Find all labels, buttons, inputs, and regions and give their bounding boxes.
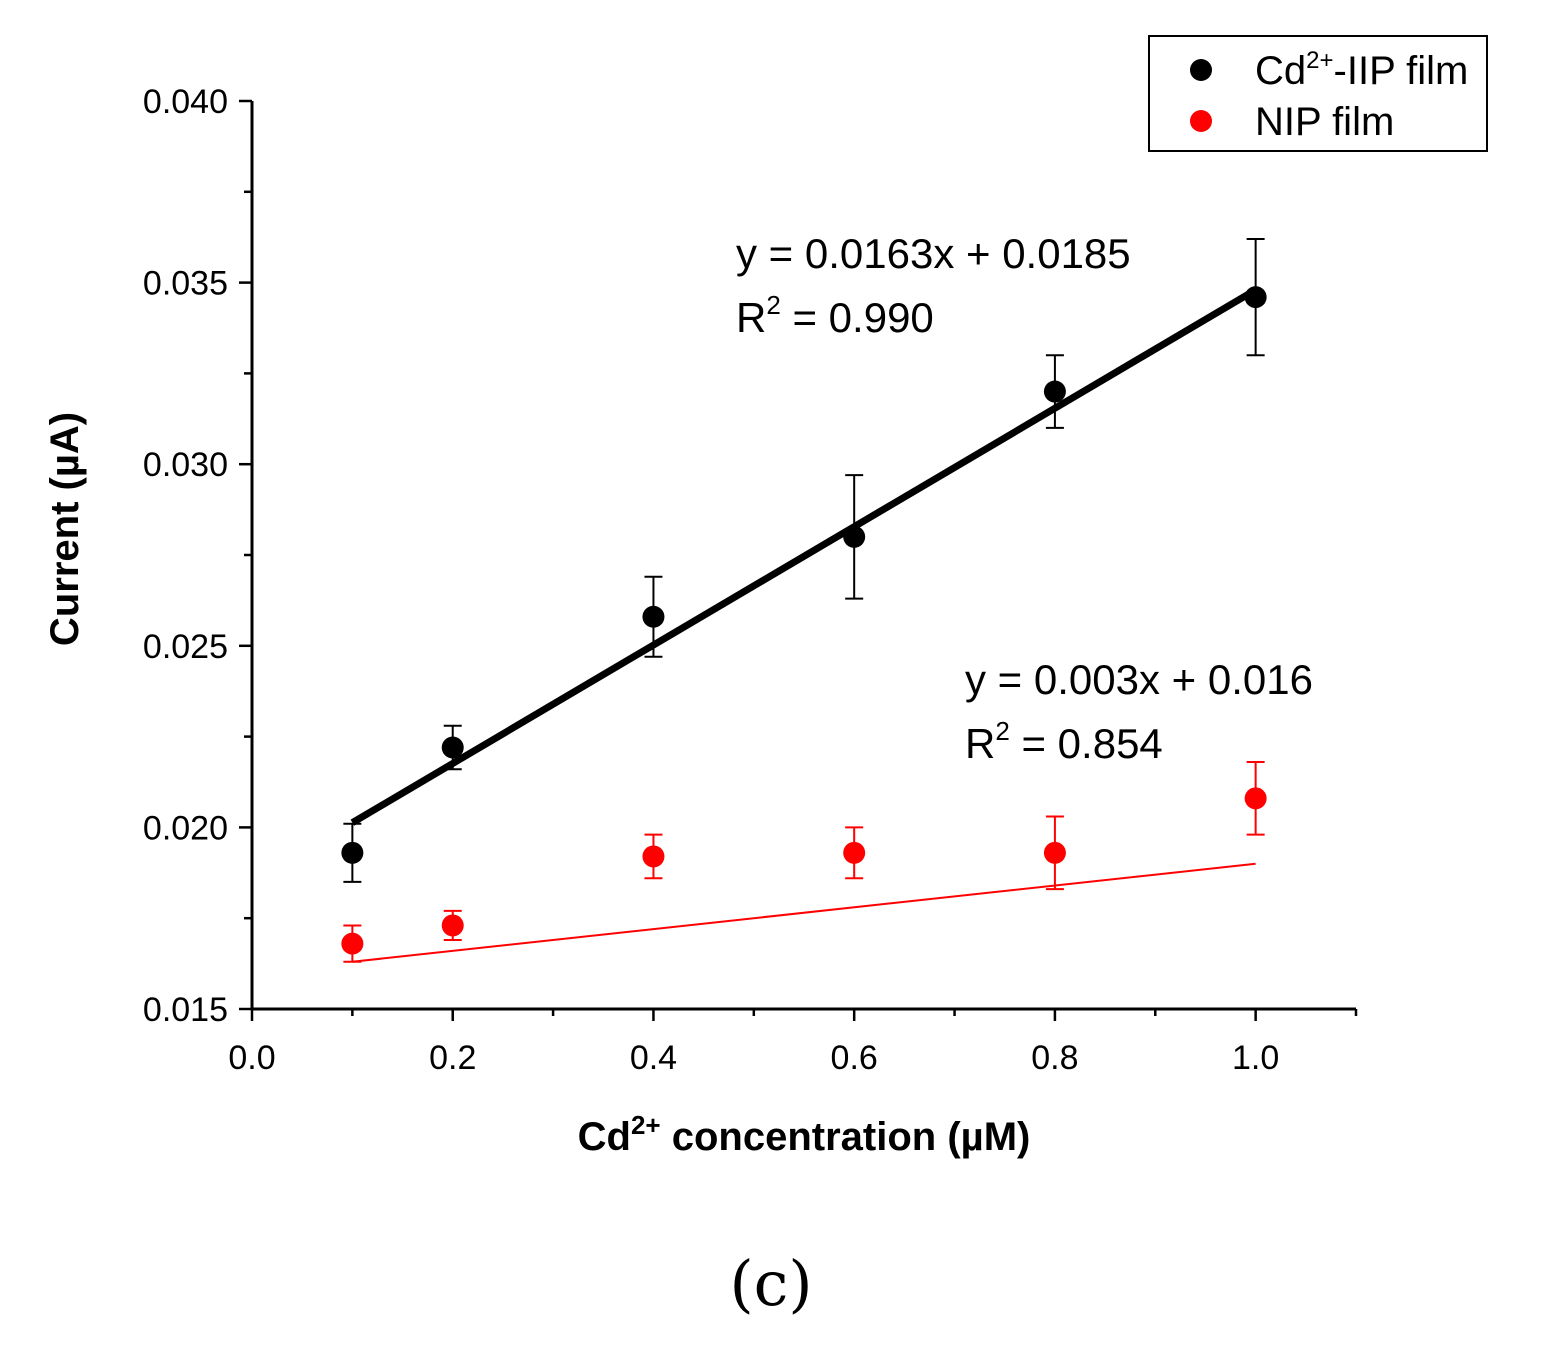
x-tick-label: 0.6	[831, 1039, 878, 1077]
legend: Cd2+-IIP film NIP film	[1148, 35, 1488, 152]
plot-area	[341, 238, 1267, 963]
data-point	[1244, 286, 1267, 309]
x-tick-label: 0.2	[429, 1039, 476, 1077]
legend-label-iip: Cd2+-IIP film	[1255, 47, 1468, 93]
x-axis-ticks: 0.0 0.2 0.4 0.6 0.8 1.0	[228, 1009, 1358, 1077]
iip-r2-prefix: R	[736, 294, 766, 341]
legend-marker-iip	[1190, 59, 1212, 81]
iip-fit-equation: y = 0.0163x + 0.0185	[736, 230, 1131, 277]
nip-r2-value: = 0.854	[1010, 720, 1163, 767]
x-tick-label: 0.8	[1031, 1039, 1078, 1077]
y-tick-label: 0.040	[143, 83, 228, 121]
data-point	[441, 736, 464, 759]
fit-line	[350, 286, 1258, 826]
data-point	[843, 525, 866, 548]
x-tick-label: 0.0	[228, 1039, 275, 1077]
data-point	[1043, 841, 1066, 864]
legend-box	[1148, 35, 1488, 152]
y-axis-ticks: 0.015 0.020 0.025 0.030 0.035 0.040	[143, 83, 252, 1029]
data-point	[1244, 787, 1267, 810]
data-point	[642, 605, 665, 628]
x-tick-label: 1.0	[1232, 1039, 1279, 1077]
data-point	[441, 914, 464, 937]
x-axis-title-base: Cd	[578, 1115, 631, 1159]
x-tick-label: 0.4	[630, 1039, 677, 1077]
y-tick-label: 0.015	[143, 991, 228, 1029]
y-tick-label: 0.035	[143, 265, 228, 303]
data-point	[642, 845, 665, 868]
data-point	[1043, 380, 1066, 403]
nip-r2-superscript: 2	[995, 716, 1009, 746]
iip-r2-superscript: 2	[766, 290, 780, 320]
y-tick-label: 0.025	[143, 628, 228, 666]
legend-iip-base: Cd	[1255, 49, 1306, 93]
legend-iip-superscript: 2+	[1306, 47, 1333, 74]
x-axis-title-rest: concentration (µM)	[661, 1115, 1031, 1159]
iip-fit-r2: R2 = 0.990	[736, 290, 934, 341]
nip-fit-equation: y = 0.003x + 0.016	[965, 656, 1313, 703]
data-point	[843, 841, 866, 864]
legend-iip-rest: -IIP film	[1334, 49, 1469, 93]
iip-r2-value: = 0.990	[781, 294, 934, 341]
y-axis-title: Current (µA)	[43, 412, 87, 646]
legend-label-nip: NIP film	[1255, 100, 1394, 144]
nip-r2-prefix: R	[965, 720, 995, 767]
y-tick-label: 0.030	[143, 446, 228, 484]
fit-line	[352, 862, 1256, 963]
x-axis-title: Cd2+ concentration (µM)	[578, 1110, 1031, 1159]
data-point	[341, 841, 364, 864]
nip-fit-r2: R2 = 0.854	[965, 716, 1163, 767]
data-point	[341, 932, 364, 955]
x-axis-title-superscript: 2+	[631, 1110, 661, 1140]
y-tick-label: 0.020	[143, 809, 228, 847]
legend-marker-nip	[1190, 110, 1212, 132]
panel-label: (c)	[729, 1247, 812, 1320]
